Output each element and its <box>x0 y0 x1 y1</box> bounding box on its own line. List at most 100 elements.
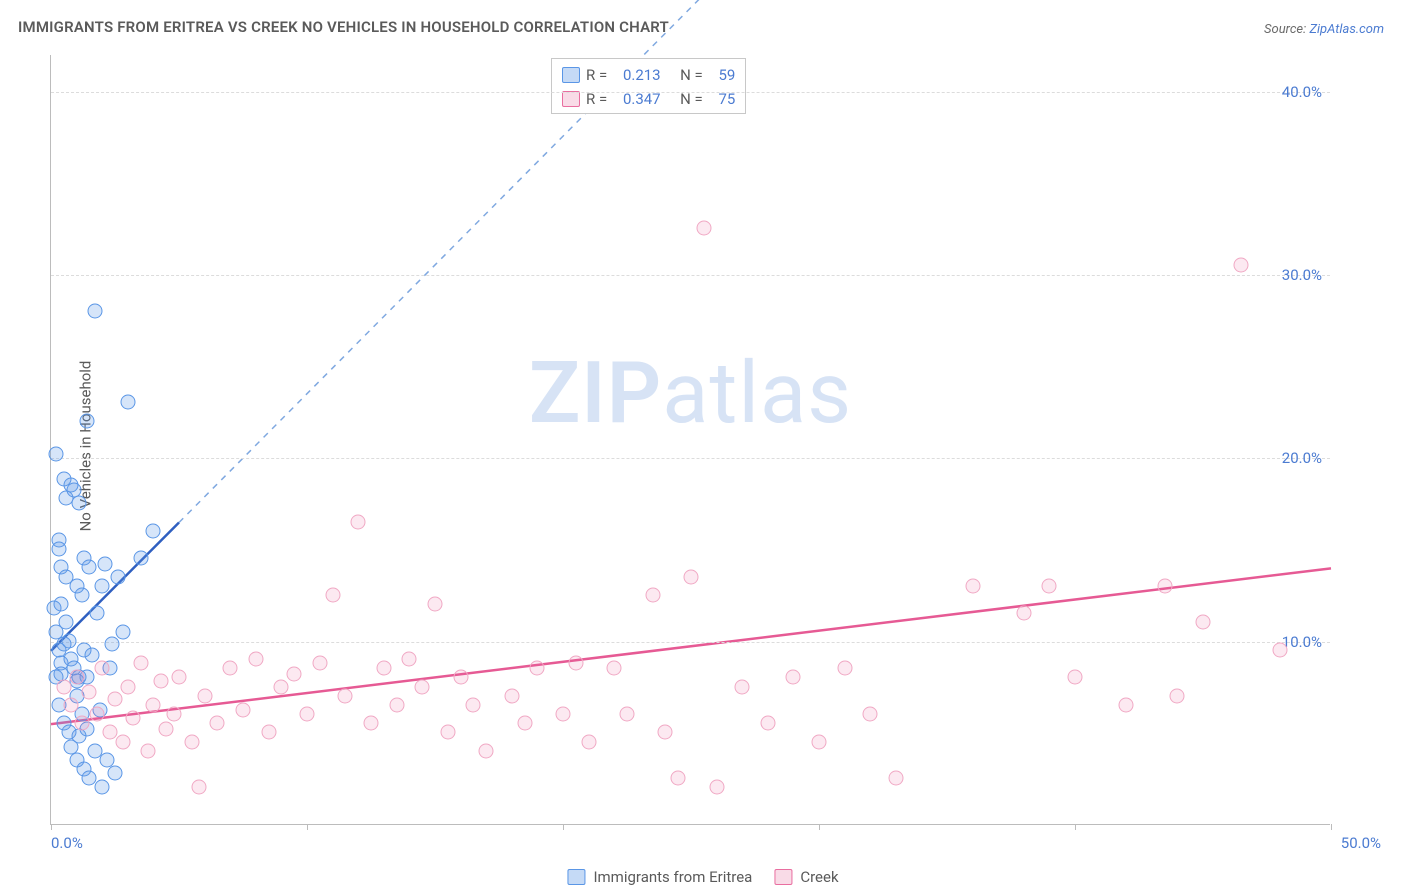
legend-row-eritrea: R = 0.213 N = 59 <box>562 63 735 87</box>
chart-title: IMMIGRANTS FROM ERITREA VS CREEK NO VEHI… <box>18 18 669 36</box>
data-point-eritrea <box>79 413 94 428</box>
data-point-creek <box>530 661 545 676</box>
legend-label-eritrea: Immigrants from Eritrea <box>593 868 752 886</box>
data-point-creek <box>159 721 174 736</box>
n-label: N = <box>680 87 703 111</box>
gridline <box>51 642 1330 643</box>
data-point-eritrea <box>110 569 125 584</box>
data-point-creek <box>74 716 89 731</box>
data-point-creek <box>274 679 289 694</box>
n-label: N = <box>680 63 703 87</box>
r-label: R = <box>586 63 607 87</box>
data-point-creek <box>709 780 724 795</box>
source-attribution: Source: ZipAtlas.com <box>1264 22 1384 37</box>
data-point-creek <box>863 707 878 722</box>
data-point-creek <box>364 716 379 731</box>
data-point-creek <box>115 734 130 749</box>
data-point-creek <box>1157 578 1172 593</box>
data-point-eritrea <box>82 560 97 575</box>
data-point-creek <box>453 670 468 685</box>
data-point-eritrea <box>108 765 123 780</box>
data-point-creek <box>192 780 207 795</box>
data-point-creek <box>172 670 187 685</box>
data-point-creek <box>568 655 583 670</box>
y-tick-label: 40.0% <box>1282 83 1322 101</box>
data-point-creek <box>1119 697 1134 712</box>
data-point-creek <box>82 685 97 700</box>
swatch-pink-icon <box>774 869 792 885</box>
data-point-creek <box>440 725 455 740</box>
data-point-eritrea <box>120 395 135 410</box>
data-point-creek <box>812 734 827 749</box>
data-point-creek <box>1170 688 1185 703</box>
x-tick-mark <box>819 824 820 830</box>
x-tick-mark <box>1075 824 1076 830</box>
data-point-eritrea <box>105 637 120 652</box>
data-point-creek <box>1016 606 1031 621</box>
data-point-creek <box>1234 257 1249 272</box>
data-point-eritrea <box>49 446 64 461</box>
data-point-creek <box>556 707 571 722</box>
data-point-creek <box>125 710 140 725</box>
data-point-creek <box>236 703 251 718</box>
data-point-creek <box>248 652 263 667</box>
data-point-creek <box>620 707 635 722</box>
data-point-creek <box>504 688 519 703</box>
data-point-eritrea <box>146 523 161 538</box>
data-point-eritrea <box>72 496 87 511</box>
y-tick-label: 20.0% <box>1282 449 1322 467</box>
data-point-eritrea <box>97 556 112 571</box>
data-point-creek <box>56 679 71 694</box>
series-legend: Immigrants from Eritrea Creek <box>567 868 838 886</box>
data-point-creek <box>133 655 148 670</box>
data-point-creek <box>166 707 181 722</box>
data-point-creek <box>428 597 443 612</box>
data-point-creek <box>1272 642 1287 657</box>
data-point-creek <box>607 661 622 676</box>
data-point-creek <box>684 569 699 584</box>
data-point-creek <box>351 514 366 529</box>
data-point-eritrea <box>54 597 69 612</box>
data-point-eritrea <box>59 615 74 630</box>
legend-item-creek: Creek <box>774 868 838 886</box>
gridline <box>51 275 1330 276</box>
data-point-creek <box>888 771 903 786</box>
x-tick-label: 0.0% <box>51 834 83 852</box>
swatch-blue-icon <box>567 869 585 885</box>
data-point-creek <box>415 679 430 694</box>
data-point-creek <box>479 743 494 758</box>
data-point-creek <box>1042 578 1057 593</box>
source-prefix: Source: <box>1264 22 1309 37</box>
data-point-creek <box>184 734 199 749</box>
y-tick-label: 30.0% <box>1282 266 1322 284</box>
gridline <box>51 458 1330 459</box>
data-point-creek <box>197 688 212 703</box>
data-point-creek <box>69 670 84 685</box>
data-point-creek <box>645 587 660 602</box>
data-point-creek <box>261 725 276 740</box>
swatch-blue-icon <box>562 67 580 83</box>
r-label: R = <box>586 87 607 111</box>
data-point-creek <box>389 697 404 712</box>
legend-item-eritrea: Immigrants from Eritrea <box>567 868 752 886</box>
data-point-creek <box>671 771 686 786</box>
data-point-creek <box>210 716 225 731</box>
data-point-creek <box>696 221 711 236</box>
legend-label-creek: Creek <box>800 868 838 886</box>
source-link[interactable]: ZipAtlas.com <box>1309 22 1384 37</box>
data-point-creek <box>735 679 750 694</box>
r-value-creek: 0.347 <box>623 87 661 111</box>
y-tick-label: 10.0% <box>1282 633 1322 651</box>
data-point-creek <box>965 578 980 593</box>
data-point-eritrea <box>74 587 89 602</box>
data-point-eritrea <box>95 578 110 593</box>
data-point-creek <box>154 674 169 689</box>
correlation-legend: R = 0.213 N = 59 R = 0.347 N = 75 <box>551 58 746 114</box>
data-point-eritrea <box>61 633 76 648</box>
data-point-eritrea <box>87 303 102 318</box>
data-point-creek <box>658 725 673 740</box>
data-point-creek <box>517 716 532 731</box>
data-point-creek <box>402 652 417 667</box>
gridline <box>51 92 1330 93</box>
n-value-eritrea: 59 <box>718 63 735 87</box>
